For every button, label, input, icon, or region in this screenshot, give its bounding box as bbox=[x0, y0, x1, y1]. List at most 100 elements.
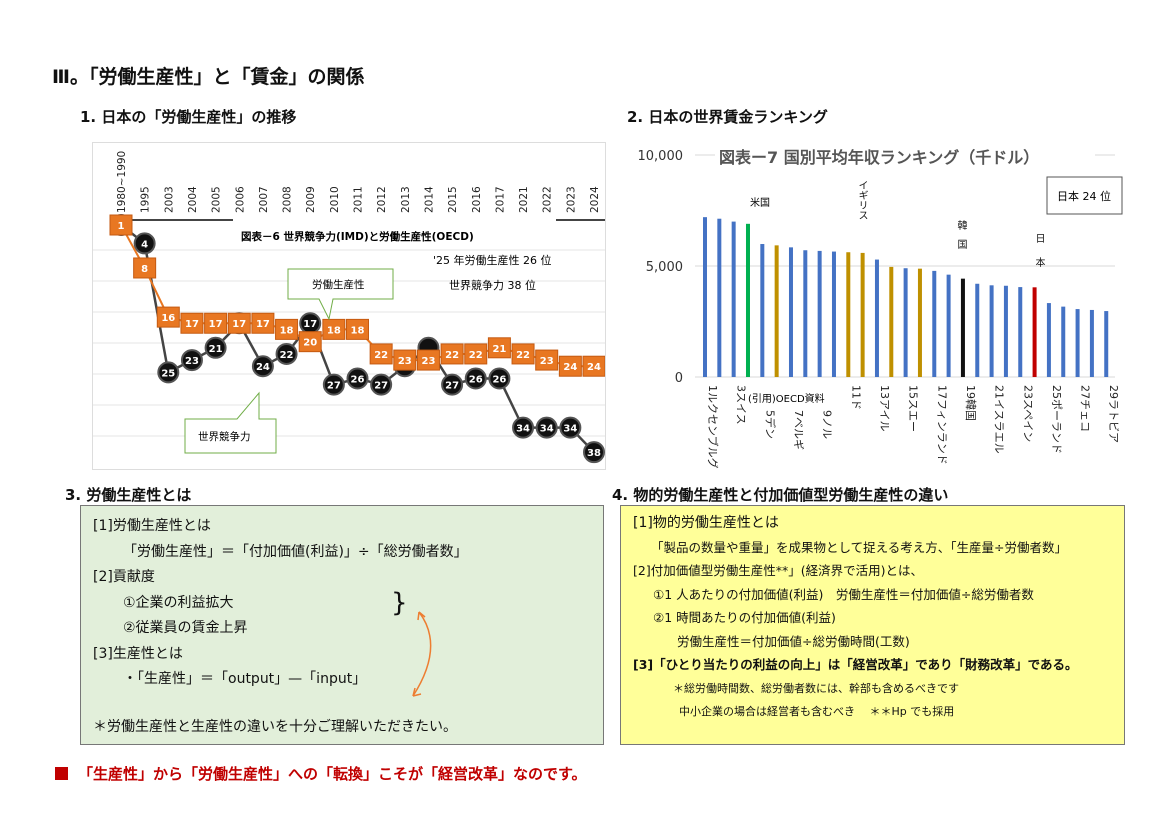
s3-line: 「労働生産性」＝「付加価値(利益)」÷「総労働者数」 bbox=[123, 543, 468, 560]
year-tick-label: 2009 bbox=[305, 186, 317, 213]
s4-line: 労働生産性＝付加価値÷総労働時間(工数) bbox=[677, 633, 910, 649]
x-tick-label: 5デン bbox=[763, 410, 777, 439]
year-tick-label: 2023 bbox=[565, 186, 577, 213]
y-tick-label: 0 bbox=[675, 371, 683, 386]
bar bbox=[774, 245, 779, 377]
y-tick-label: 10,000 bbox=[638, 149, 684, 164]
competitiveness-data-label: 17 bbox=[303, 319, 317, 330]
series-label: 労働生産性 bbox=[312, 278, 365, 291]
s3-line: [1]労働生産性とは bbox=[93, 518, 211, 534]
bar bbox=[989, 285, 994, 377]
year-tick-label: 2017 bbox=[494, 186, 506, 213]
x-tick-label: 13アイル bbox=[878, 385, 891, 431]
productivity-marker bbox=[204, 312, 228, 334]
annotation-japan: 日本 bbox=[1033, 233, 1044, 281]
s3-line: ①企業の利益拡大 bbox=[123, 594, 234, 611]
productivity-data-label: 23 bbox=[540, 356, 554, 367]
annotation: '25 年労働生産性 26 位 bbox=[433, 253, 552, 267]
s4-note: ＊総労働時間数、総労働者数には、幹部も含めるべきです bbox=[673, 681, 959, 695]
bar bbox=[846, 252, 851, 377]
bar bbox=[1003, 285, 1008, 377]
productivity-data-label: 18 bbox=[351, 325, 365, 336]
section4-box: [1]物的労働生産性とは 「製品の数量や重量」を成果物として捉える考え方、「生産… bbox=[620, 505, 1125, 745]
competitiveness-data-label: 23 bbox=[185, 356, 199, 367]
productivity-data-label: 21 bbox=[492, 344, 506, 355]
competitiveness-marker bbox=[346, 367, 369, 390]
productivity-chart: 1980~1990 1995 2003 2004 2005 2006 2007 2008 200… bbox=[92, 142, 606, 470]
x-tick-label: 7ベルギ bbox=[792, 410, 805, 450]
productivity-data-label: 24 bbox=[563, 362, 577, 373]
bar bbox=[917, 268, 922, 377]
year-tick-label: 2007 bbox=[258, 186, 270, 213]
productivity-marker bbox=[393, 349, 417, 371]
competitiveness-marker bbox=[370, 373, 393, 396]
section4-heading: 4. 物的労働生産性と付加価値型労働生産性の違い bbox=[612, 486, 949, 504]
footer-text: 「生産性」から「労働生産性」への「転換」こそが「経営改革」なのです。 bbox=[78, 765, 587, 783]
competitiveness-marker bbox=[559, 416, 582, 439]
competitiveness-marker bbox=[535, 416, 558, 439]
rank-box-text: 日本 24 位 bbox=[1057, 189, 1111, 203]
year-tick-label: 2012 bbox=[376, 186, 388, 213]
source-note: (引用)OECD資料 bbox=[748, 392, 825, 405]
year-tick-label: 2004 bbox=[187, 186, 199, 213]
competitiveness-marker bbox=[512, 416, 535, 439]
competitiveness-data-label: 21 bbox=[209, 344, 223, 355]
competitiveness-data-label: 34 bbox=[540, 424, 554, 435]
productivity-data-label: 23 bbox=[398, 356, 412, 367]
productivity-data-label: 17 bbox=[256, 319, 270, 330]
annotation-uk: イギリス bbox=[856, 180, 867, 220]
year-tick-label: 2022 bbox=[542, 186, 554, 213]
bar bbox=[703, 217, 707, 377]
bar bbox=[1032, 287, 1037, 377]
productivity-data-label: 17 bbox=[209, 319, 223, 330]
page-title: Ⅲ。「労働生産性」と「賃金」の関係 bbox=[52, 66, 365, 88]
competitiveness-marker bbox=[251, 355, 274, 378]
s4-line: ②1 時間あたりの付加価値(利益) bbox=[653, 610, 836, 625]
annotation: 世界競争力 38 位 bbox=[449, 278, 536, 292]
productivity-marker bbox=[109, 214, 133, 236]
bar bbox=[745, 223, 750, 377]
productivity-marker bbox=[227, 312, 251, 334]
section3-box: [1]労働生産性とは 「労働生産性」＝「付加価値(利益)」÷「総労働者数」 [2… bbox=[80, 505, 604, 745]
s3-line: ・「生産性」＝「output」—「input」 bbox=[123, 671, 367, 687]
competitiveness-marker bbox=[322, 373, 345, 396]
bar bbox=[960, 278, 965, 377]
year-tick-label: 2003 bbox=[163, 186, 175, 213]
year-tick-label: 2013 bbox=[400, 186, 412, 213]
competitiveness-marker bbox=[157, 361, 180, 384]
competitiveness-marker bbox=[583, 441, 605, 464]
red-square-icon bbox=[55, 767, 68, 780]
productivity-marker bbox=[251, 312, 275, 334]
year-tick-label: 2014 bbox=[423, 186, 435, 213]
bracket: } bbox=[391, 588, 408, 618]
callout-productivity bbox=[287, 268, 394, 321]
productivity-marker bbox=[275, 318, 299, 340]
annotation-korea: 韓国 bbox=[955, 220, 966, 258]
competitiveness-data-label: 26 bbox=[469, 375, 483, 386]
competitiveness-data-label: 34 bbox=[563, 424, 577, 435]
competitiveness-marker bbox=[441, 373, 464, 396]
bar bbox=[1075, 309, 1080, 377]
productivity-data-label: 8 bbox=[141, 264, 148, 275]
productivity-marker bbox=[558, 355, 582, 377]
bar bbox=[889, 266, 894, 377]
bar bbox=[903, 268, 908, 377]
x-tick-label: 11ド bbox=[849, 385, 862, 410]
productivity-marker bbox=[416, 349, 440, 371]
x-tick-label: 3スイス bbox=[735, 385, 748, 425]
competitiveness-data-label: 25 bbox=[161, 368, 175, 379]
year-tick-label: 2015 bbox=[447, 186, 459, 213]
s4-note: 中小企業の場合は経営者も含むべき ＊＊Hp でも採用 bbox=[679, 705, 955, 718]
bar bbox=[1061, 306, 1066, 377]
productivity-data-label: 24 bbox=[587, 362, 601, 373]
s4-line: [1]物的労働生産性とは bbox=[633, 515, 779, 531]
x-tick-label: 15スエー bbox=[907, 385, 920, 432]
annotation-usa: 米国 bbox=[750, 196, 770, 209]
productivity-marker bbox=[156, 306, 180, 328]
competitiveness-data-label: 4 bbox=[141, 239, 148, 250]
year-tick-label: 2011 bbox=[353, 186, 365, 213]
competitiveness-data-label: 26 bbox=[351, 375, 365, 386]
productivity-data-label: 23 bbox=[421, 356, 435, 367]
bar bbox=[1104, 311, 1109, 377]
competitiveness-data-label: 27 bbox=[445, 381, 459, 392]
